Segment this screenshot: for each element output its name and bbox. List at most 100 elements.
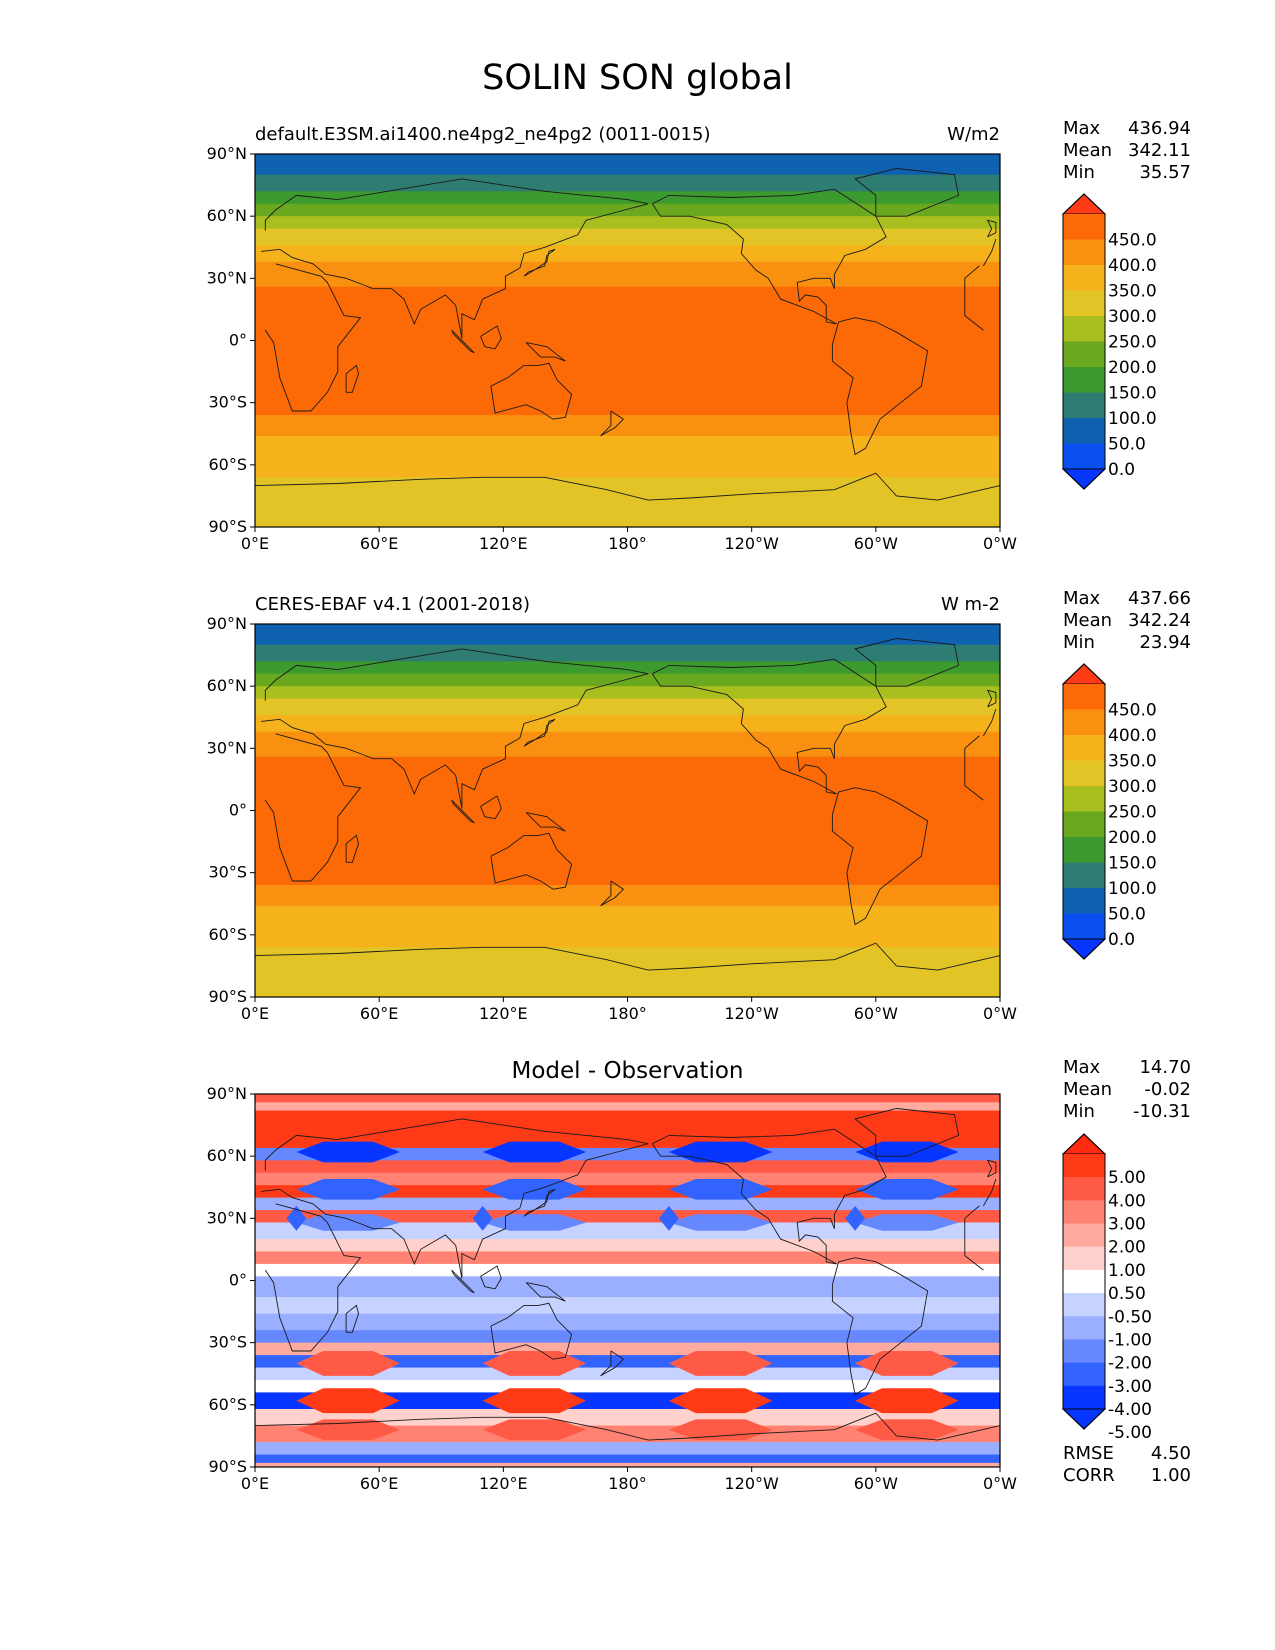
metrics-block: RMSE 4.50 CORR 1.00 bbox=[1063, 1443, 1191, 1487]
y-tick-label: 60°S bbox=[208, 925, 247, 944]
anomaly-blob bbox=[286, 1205, 307, 1231]
colorbar-outline bbox=[1062, 663, 1106, 960]
coastline bbox=[854, 638, 960, 687]
colorbar-extend-low bbox=[1061, 1408, 1107, 1430]
coastline bbox=[651, 1128, 887, 1265]
stat-mean-value: 342.11 bbox=[1128, 140, 1191, 161]
coastline bbox=[345, 1304, 359, 1333]
x-tick-label: 120°E bbox=[479, 1004, 528, 1023]
colorbar-label: 300.0 bbox=[1108, 307, 1157, 327]
band-10 bbox=[255, 885, 1000, 907]
colorbar-label: 350.0 bbox=[1108, 752, 1157, 772]
map-plot-area: 0°E 60°E 120°E 180° 120°W 60°W 0°W 90°N 60°N 30°N… bbox=[207, 614, 1018, 1023]
stat-min-label: Min bbox=[1063, 1101, 1095, 1122]
band-20 bbox=[255, 1379, 1000, 1393]
colorbar-segment bbox=[1063, 684, 1105, 710]
figure-title: SOLIN SON global bbox=[482, 58, 793, 98]
colorbar-extend-low bbox=[1061, 938, 1107, 960]
y-tick-label: 90°S bbox=[208, 1457, 247, 1476]
coastline bbox=[854, 168, 960, 217]
stat-mean-label: Mean bbox=[1063, 140, 1113, 161]
colorbar-segment bbox=[1063, 290, 1105, 317]
x-tick-label: 120°W bbox=[724, 1474, 779, 1493]
coastline bbox=[451, 329, 475, 354]
y-tick-label: 90°N bbox=[207, 614, 247, 633]
anomaly-blob bbox=[296, 1178, 400, 1200]
band-16 bbox=[255, 1330, 1000, 1344]
coastline bbox=[651, 188, 887, 325]
colorbar-label: 450.0 bbox=[1108, 231, 1157, 251]
y-tick-label: 30°N bbox=[207, 738, 247, 757]
colorbar-segment bbox=[1063, 265, 1105, 291]
x-tick-label: 180° bbox=[608, 1004, 647, 1023]
anomaly-blob bbox=[296, 1388, 400, 1414]
band-18 bbox=[255, 1355, 1000, 1369]
colorbar-label: 150.0 bbox=[1108, 384, 1157, 404]
colorbar-segment bbox=[1063, 1385, 1105, 1410]
stat-max-label: Max bbox=[1063, 1057, 1101, 1078]
colorbar-label: 150.0 bbox=[1108, 854, 1157, 874]
band-5 bbox=[255, 1172, 1000, 1186]
x-tick-label: 60°W bbox=[854, 1004, 898, 1023]
x-tick-label: 0°W bbox=[983, 1474, 1017, 1493]
stats-block: Max 436.94 Mean 342.11 Min 35.57 bbox=[1063, 118, 1191, 184]
colorbar-label: 1.00 bbox=[1108, 1261, 1146, 1281]
band-25 bbox=[255, 1454, 1000, 1464]
stat-mean-value: -0.02 bbox=[1144, 1079, 1191, 1100]
coastline bbox=[986, 219, 997, 238]
colorbar-label: 50.0 bbox=[1108, 905, 1146, 925]
band-10 bbox=[255, 1239, 1000, 1252]
coastline bbox=[254, 942, 1001, 971]
coastline bbox=[490, 832, 573, 890]
colorbar-segment bbox=[1063, 1246, 1105, 1271]
stat-max-label: Max bbox=[1063, 588, 1101, 609]
coastline bbox=[600, 1350, 625, 1377]
coastline bbox=[480, 1265, 502, 1290]
colorbar-segment bbox=[1063, 888, 1105, 914]
band-14 bbox=[255, 493, 1000, 528]
stat-min-value: 23.94 bbox=[1139, 632, 1191, 653]
colorbar-label: 200.0 bbox=[1108, 358, 1157, 378]
coastline bbox=[831, 787, 929, 926]
colorbar-label: 100.0 bbox=[1108, 879, 1157, 899]
band-9 bbox=[255, 1222, 1000, 1240]
colorbar-label: 50.0 bbox=[1108, 435, 1146, 455]
colorbar-segment bbox=[1063, 443, 1105, 470]
anomaly-blob bbox=[482, 1350, 587, 1376]
coastline bbox=[651, 658, 887, 795]
colorbar-segment bbox=[1063, 1154, 1105, 1178]
band-17 bbox=[255, 1342, 1000, 1356]
band-9 bbox=[255, 789, 1000, 886]
x-tick-label: 120°W bbox=[724, 534, 779, 553]
corr-value: 1.00 bbox=[1150, 1465, 1191, 1486]
band-11 bbox=[255, 905, 1000, 923]
coastline bbox=[525, 342, 566, 362]
band-13 bbox=[255, 477, 1000, 495]
anomaly-blob bbox=[296, 1350, 400, 1376]
colorbar-label: -1.00 bbox=[1108, 1330, 1152, 1350]
x-tick-label: 0°E bbox=[241, 1004, 269, 1023]
coastline bbox=[490, 1302, 573, 1360]
anomaly-blob bbox=[296, 1141, 400, 1163]
colorbar-extend-low bbox=[1061, 468, 1107, 490]
coastline bbox=[480, 795, 502, 820]
coastline bbox=[345, 364, 359, 393]
y-tick-label: 90°N bbox=[207, 1084, 247, 1103]
band-4 bbox=[255, 1160, 1000, 1174]
stat-min-value: -10.31 bbox=[1132, 1101, 1191, 1122]
colorbar-extend-high bbox=[1061, 193, 1107, 215]
anomaly-blob bbox=[668, 1350, 773, 1376]
panel-difference: Model - Observation Max 14.70 Mean -0.02 M… bbox=[0, 0, 1275, 1486]
map-plot-area: 0°E 60°E 120°E 180° 120°W 60°W 0°W 90°N 60°N 30°N… bbox=[207, 1084, 1018, 1493]
x-tick-label: 0°W bbox=[983, 1004, 1017, 1023]
anomaly-blob bbox=[855, 1350, 959, 1376]
colorbar-segment bbox=[1063, 786, 1105, 812]
colorbar-label: 350.0 bbox=[1108, 282, 1157, 302]
coastline bbox=[254, 472, 1001, 501]
panel-units: W/m2 bbox=[947, 124, 1000, 145]
anomaly-blob bbox=[668, 1214, 773, 1231]
y-tick-label: 30°N bbox=[207, 1208, 247, 1227]
colorbar-segment bbox=[1063, 214, 1105, 240]
band-21 bbox=[255, 1392, 1000, 1410]
coastline bbox=[264, 263, 984, 412]
